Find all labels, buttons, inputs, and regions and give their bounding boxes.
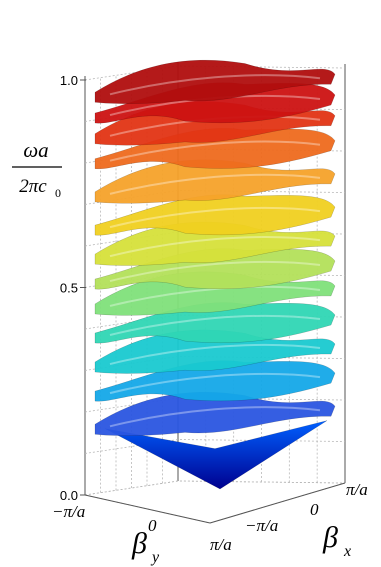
beta-x-axis-line <box>209 482 346 524</box>
band-highlight <box>109 74 321 96</box>
beta-x-subscript: x <box>343 543 351 560</box>
beta-y-tick-label: π/a <box>210 535 232 554</box>
beta-x-tick-label: −π/a <box>245 516 278 535</box>
band-highlight <box>109 406 321 428</box>
band-highlight <box>109 140 321 162</box>
ylabel-denominator: 2πc <box>19 176 47 197</box>
beta-x-tick-label: π/a <box>346 480 368 499</box>
beta-y-axis-line <box>84 494 211 524</box>
frequency-axis-label: ωa 2πc 0 <box>12 138 62 200</box>
beta-y-tick-label: −π/a <box>52 502 85 521</box>
beta-y-axis-label: β y <box>131 527 160 566</box>
floor-grid <box>84 480 346 524</box>
band-highlight <box>109 372 321 395</box>
beta-x-axis-label: β x <box>322 521 351 560</box>
band-highlight <box>109 285 321 307</box>
band-surfaces <box>94 59 336 490</box>
z-tick-label: 0.0 <box>60 488 78 503</box>
band-highlight <box>109 206 321 229</box>
z-tick-label: 0.5 <box>60 281 78 296</box>
beta-y-tick-label: 0 <box>148 516 157 535</box>
band-surface-cone <box>104 420 328 490</box>
band-highlight <box>109 173 321 195</box>
ylabel-denominator-subscript: 0 <box>55 186 61 200</box>
grid-line <box>84 190 346 205</box>
band-surface <box>94 59 336 104</box>
grid-line <box>84 397 346 413</box>
band-highlight <box>109 260 321 283</box>
ylabel-numerator: ωa <box>23 138 48 162</box>
band-highlight <box>109 314 321 336</box>
axis-ticks: 0.0 0.5 1.0 −π/a 0 π/a π/a 0 −π/a <box>52 73 368 554</box>
beta-y-symbol: β <box>131 527 147 560</box>
band-highlight <box>109 236 321 258</box>
band-highlight <box>109 343 321 366</box>
beta-x-tick-label: 0 <box>310 500 319 519</box>
beta-x-symbol: β <box>322 521 338 554</box>
z-tick-label: 1.0 <box>60 73 78 88</box>
beta-y-subscript: y <box>150 549 160 566</box>
grid-line <box>84 65 346 81</box>
